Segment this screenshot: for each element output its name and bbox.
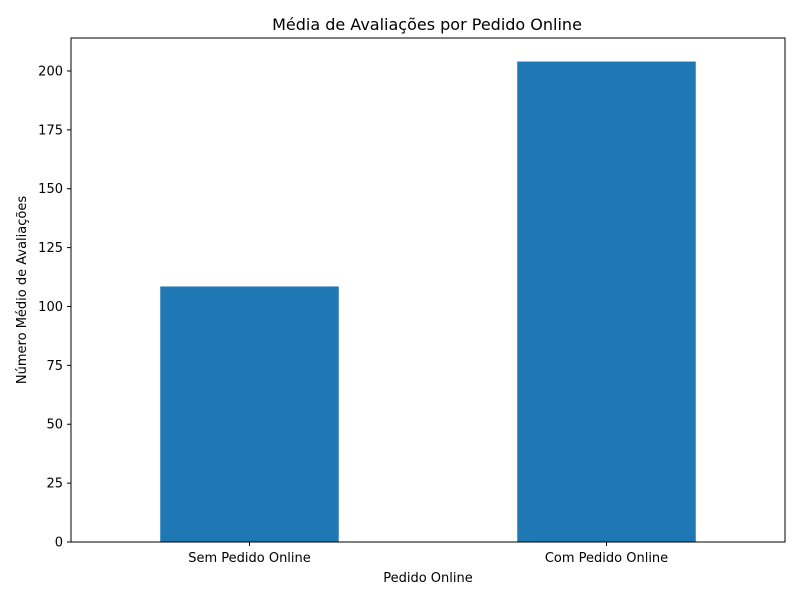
- x-tick-label: Sem Pedido Online: [188, 551, 311, 566]
- x-axis-label: Pedido Online: [383, 571, 473, 586]
- y-axis-label: Número Médio de Avaliações: [15, 196, 30, 384]
- y-tick-label: 175: [38, 123, 63, 138]
- y-tick-label: 125: [38, 241, 63, 256]
- bar-0: [160, 286, 339, 542]
- y-tick-label: 0: [55, 536, 63, 551]
- plot-frame: [70, 37, 786, 543]
- y-tick-label: 100: [38, 300, 63, 315]
- chart-title: Média de Avaliações por Pedido Online: [272, 15, 582, 34]
- y-tick-label: 25: [46, 477, 63, 492]
- y-tick-label: 75: [46, 359, 63, 374]
- x-tick-label: Com Pedido Online: [545, 551, 668, 566]
- bar-1: [517, 61, 696, 543]
- y-tick-label: 50: [46, 418, 63, 433]
- y-tick-label: 200: [38, 64, 63, 79]
- plot-area: Sem Pedido Online Com Pedido Online 0 25 50 7…: [38, 61, 696, 566]
- y-tick-label: 150: [38, 182, 63, 197]
